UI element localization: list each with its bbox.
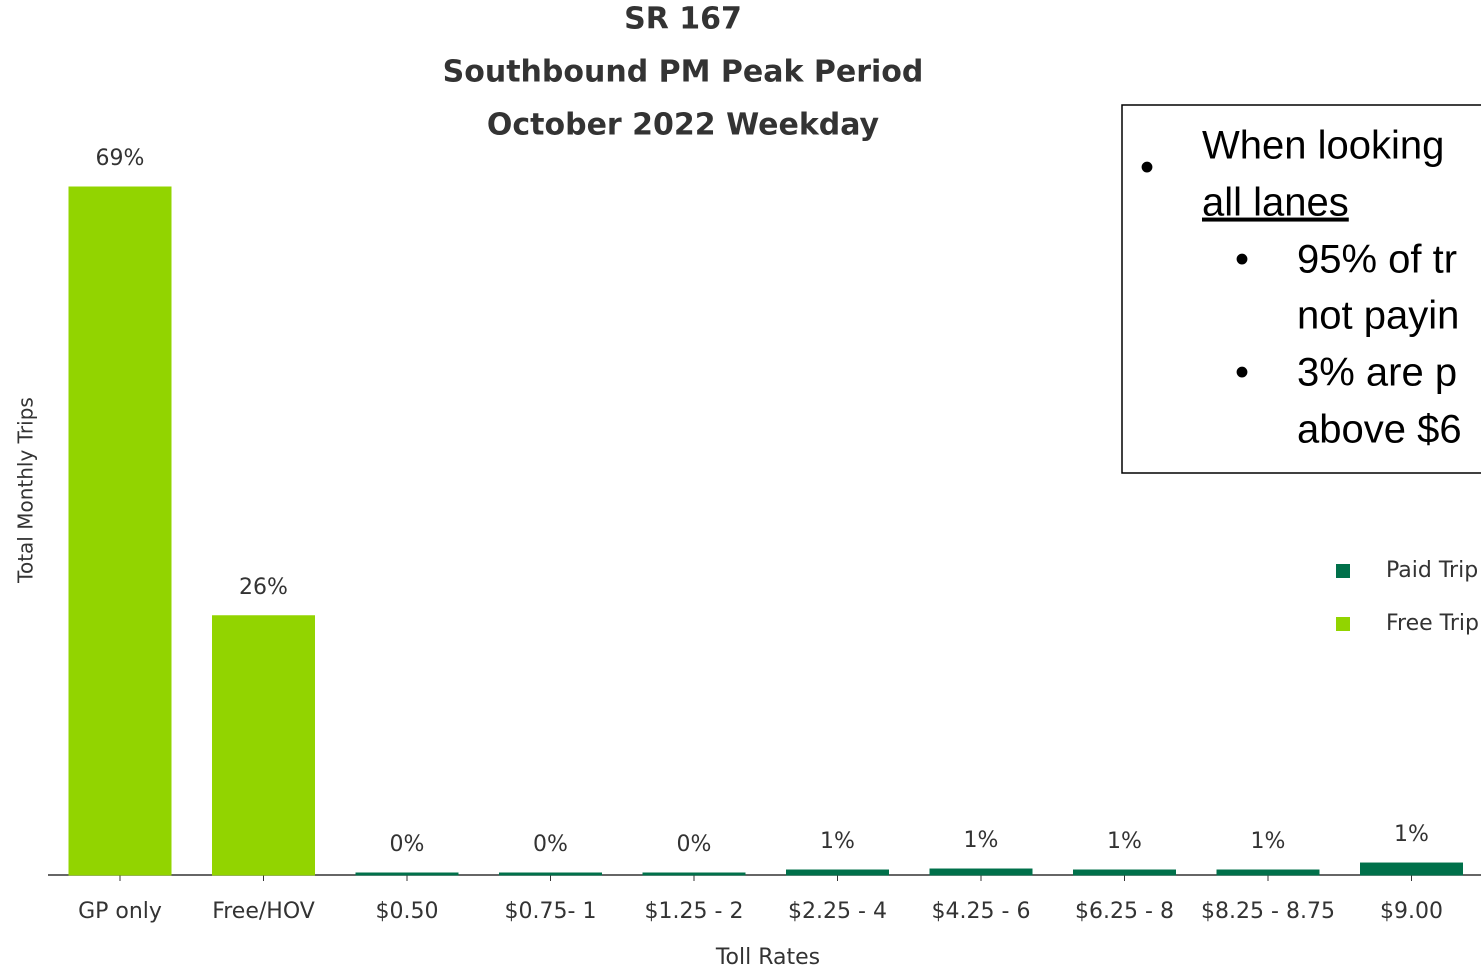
bar xyxy=(499,872,602,876)
text-box-line: above $6 xyxy=(1297,408,1462,452)
x-tick-label: Free/HOV xyxy=(212,899,315,924)
y-axis-label: Total Monthly Trips xyxy=(14,397,38,584)
data-label: 1% xyxy=(1251,829,1286,854)
text-box-line: all lanes xyxy=(1202,181,1349,225)
x-tick-label: $0.75- 1 xyxy=(505,899,597,924)
x-tick-label: $0.50 xyxy=(376,899,439,924)
legend-swatch xyxy=(1336,617,1350,631)
bar xyxy=(786,869,889,876)
bar xyxy=(1360,862,1463,876)
data-label: 69% xyxy=(96,146,145,171)
data-label: 1% xyxy=(1394,822,1429,847)
x-tick-label: GP only xyxy=(78,899,162,924)
x-tick-label: $1.25 - 2 xyxy=(645,899,744,924)
bullet: • xyxy=(1235,238,1249,282)
bar xyxy=(212,615,315,876)
x-axis-label: Toll Rates xyxy=(715,945,820,970)
legend-swatch xyxy=(1336,564,1350,578)
x-tick-label: $6.25 - 8 xyxy=(1075,899,1174,924)
legend-label: Free Trip xyxy=(1386,611,1479,636)
x-tick-label: $4.25 - 6 xyxy=(932,899,1031,924)
x-tick-label: $8.25 - 8.75 xyxy=(1201,899,1335,924)
text-box-line: not payin xyxy=(1297,294,1459,338)
chart-title: Southbound PM Peak Period xyxy=(443,55,924,90)
bar xyxy=(1073,869,1176,876)
text-box xyxy=(1121,104,1481,474)
chart-title: October 2022 Weekday xyxy=(487,108,880,143)
bar xyxy=(68,186,172,876)
data-label: 0% xyxy=(677,832,712,857)
data-label: 0% xyxy=(390,832,425,857)
bar xyxy=(929,868,1033,876)
data-label: 0% xyxy=(533,832,568,857)
bullet: • xyxy=(1140,146,1154,190)
bar xyxy=(1216,869,1320,876)
text-box-line: 3% are p xyxy=(1297,351,1457,395)
data-label: 1% xyxy=(964,828,999,853)
x-tick-label: $9.00 xyxy=(1380,899,1443,924)
x-tick-label: $2.25 - 4 xyxy=(788,899,887,924)
chart-title: SR 167 xyxy=(624,2,742,37)
data-label: 26% xyxy=(239,575,288,600)
text-box-line: 95% of tr xyxy=(1297,238,1457,282)
legend-label: Paid Trip xyxy=(1386,558,1478,583)
bar xyxy=(642,872,746,876)
text-box-line: When looking xyxy=(1202,124,1444,168)
bar xyxy=(355,872,459,876)
bullet: • xyxy=(1235,351,1249,395)
data-label: 1% xyxy=(1107,829,1142,854)
data-label: 1% xyxy=(820,829,855,854)
